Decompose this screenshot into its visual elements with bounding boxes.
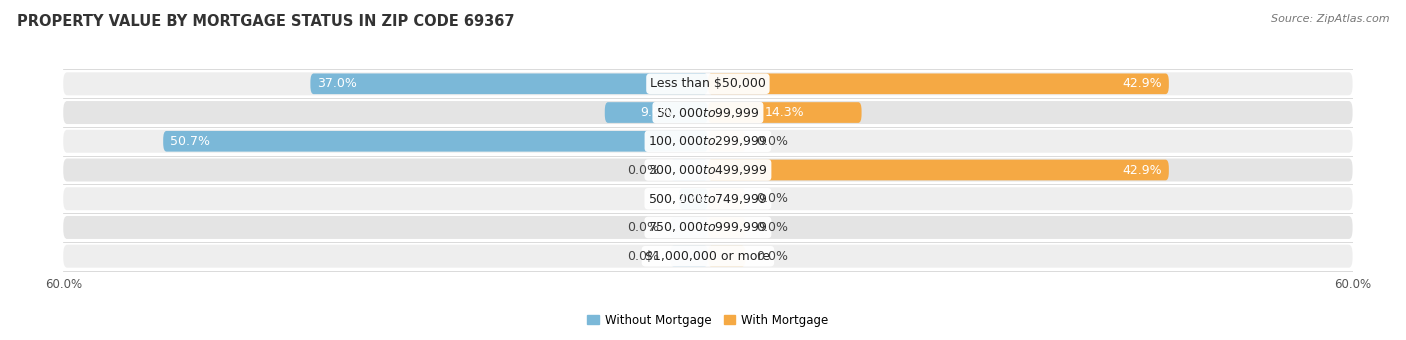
Text: $500,000 to $749,999: $500,000 to $749,999 — [648, 192, 768, 206]
FancyBboxPatch shape — [63, 158, 1353, 182]
Text: $750,000 to $999,999: $750,000 to $999,999 — [648, 220, 768, 235]
FancyBboxPatch shape — [707, 73, 1168, 94]
FancyBboxPatch shape — [671, 160, 707, 180]
FancyBboxPatch shape — [671, 217, 707, 238]
FancyBboxPatch shape — [163, 131, 707, 152]
FancyBboxPatch shape — [63, 72, 1353, 95]
Text: 0.0%: 0.0% — [627, 164, 659, 176]
Text: 14.3%: 14.3% — [765, 106, 804, 119]
FancyBboxPatch shape — [311, 73, 707, 94]
FancyBboxPatch shape — [707, 131, 745, 152]
Text: 0.0%: 0.0% — [756, 135, 789, 148]
FancyBboxPatch shape — [707, 246, 745, 267]
Text: 0.0%: 0.0% — [627, 221, 659, 234]
Text: 0.0%: 0.0% — [627, 250, 659, 263]
FancyBboxPatch shape — [63, 130, 1353, 153]
FancyBboxPatch shape — [63, 216, 1353, 239]
Text: $1,000,000 or more: $1,000,000 or more — [645, 250, 770, 263]
Text: 42.9%: 42.9% — [1122, 77, 1161, 90]
Text: $50,000 to $99,999: $50,000 to $99,999 — [657, 105, 759, 120]
Text: PROPERTY VALUE BY MORTGAGE STATUS IN ZIP CODE 69367: PROPERTY VALUE BY MORTGAGE STATUS IN ZIP… — [17, 14, 515, 29]
Text: $300,000 to $499,999: $300,000 to $499,999 — [648, 163, 768, 177]
Legend: Without Mortgage, With Mortgage: Without Mortgage, With Mortgage — [582, 309, 834, 332]
FancyBboxPatch shape — [63, 101, 1353, 124]
Text: Less than $50,000: Less than $50,000 — [650, 77, 766, 90]
FancyBboxPatch shape — [605, 102, 707, 123]
FancyBboxPatch shape — [707, 102, 862, 123]
FancyBboxPatch shape — [707, 160, 1168, 180]
Text: 37.0%: 37.0% — [318, 77, 357, 90]
Text: $100,000 to $299,999: $100,000 to $299,999 — [648, 134, 768, 148]
Text: 0.0%: 0.0% — [756, 250, 789, 263]
Text: 50.7%: 50.7% — [170, 135, 209, 148]
FancyBboxPatch shape — [671, 246, 707, 267]
Text: 9.6%: 9.6% — [641, 106, 672, 119]
Text: 0.0%: 0.0% — [756, 192, 789, 205]
FancyBboxPatch shape — [707, 217, 745, 238]
Text: 2.7%: 2.7% — [678, 192, 710, 205]
Text: 42.9%: 42.9% — [1122, 164, 1161, 176]
FancyBboxPatch shape — [63, 187, 1353, 210]
Text: Source: ZipAtlas.com: Source: ZipAtlas.com — [1271, 14, 1389, 23]
FancyBboxPatch shape — [679, 188, 707, 209]
FancyBboxPatch shape — [63, 245, 1353, 268]
Text: 0.0%: 0.0% — [756, 221, 789, 234]
FancyBboxPatch shape — [707, 188, 745, 209]
